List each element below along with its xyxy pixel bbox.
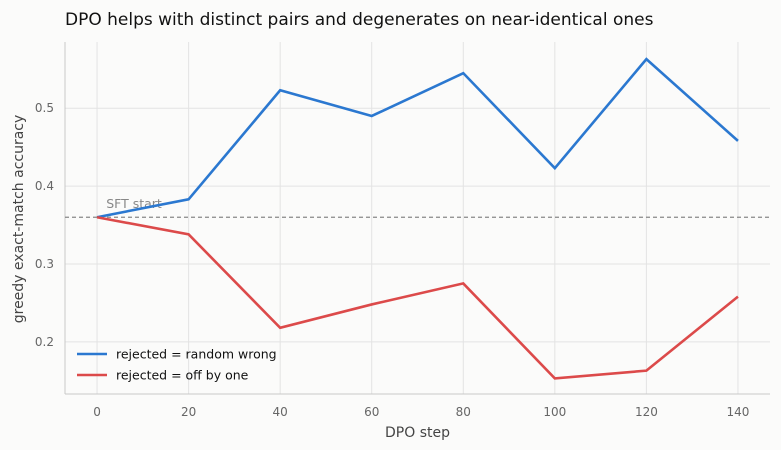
- x-tick-label: 120: [635, 405, 658, 419]
- legend: rejected = random wrong rejected = off by…: [77, 347, 277, 383]
- x-tick-label: 0: [93, 405, 101, 419]
- legend-label: rejected = off by one: [116, 368, 249, 383]
- y-tick-label: 0.4: [35, 179, 54, 193]
- series-line-1: [96, 57, 739, 219]
- chart-title: DPO helps with distinct pairs and degene…: [65, 10, 654, 30]
- x-axis-label: DPO step: [385, 425, 450, 441]
- y-axis-label: greedy exact-match accuracy: [11, 115, 27, 324]
- series-line-2: [96, 215, 739, 380]
- y-tick-label: 0.2: [35, 335, 54, 349]
- x-tick-label: 40: [273, 405, 288, 419]
- x-tick-label: 60: [364, 405, 379, 419]
- series-group: [96, 57, 739, 380]
- tick-labels: 0 20 40 60 80 100 120 140 0.2 0.3 0.4 0.5: [35, 101, 750, 419]
- x-tick-label: 140: [727, 405, 750, 419]
- axes: [64, 42, 770, 395]
- x-tick-label: 20: [181, 405, 196, 419]
- legend-label: rejected = random wrong: [116, 347, 277, 362]
- y-tick-label: 0.3: [35, 257, 54, 271]
- grid: [65, 42, 770, 394]
- x-tick-label: 100: [543, 405, 566, 419]
- y-tick-label: 0.5: [35, 101, 54, 115]
- x-tick-label: 80: [456, 405, 471, 419]
